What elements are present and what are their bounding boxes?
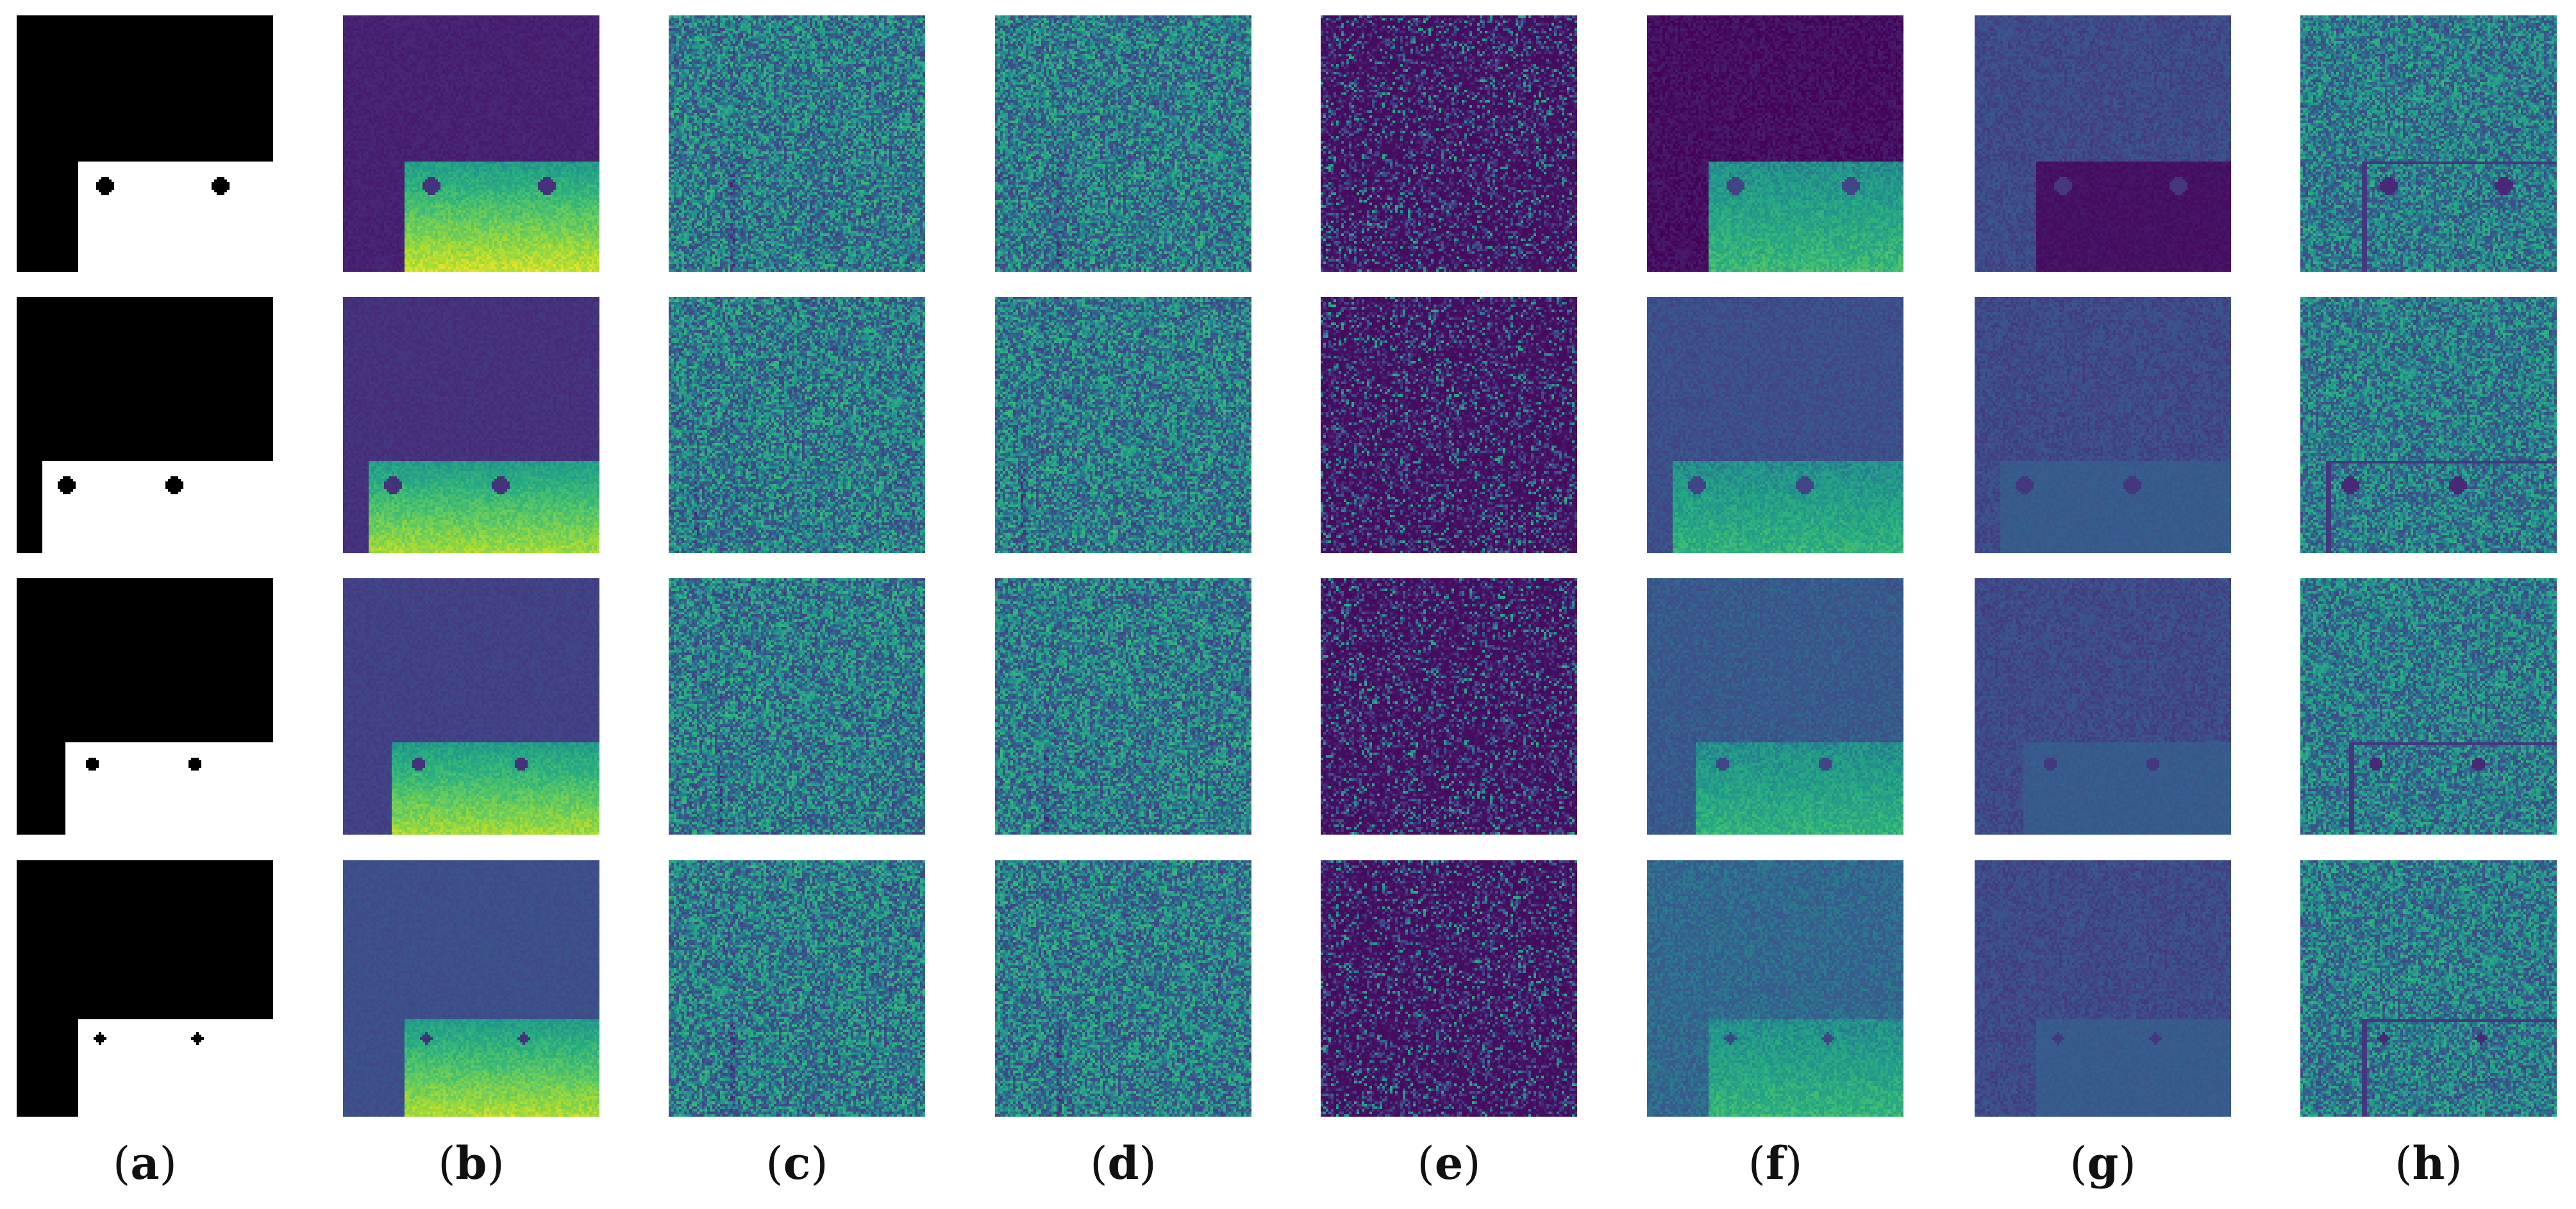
column-label-d: (d) — [1090, 1137, 1157, 1190]
panel-image — [1647, 578, 1903, 835]
panel-image — [995, 297, 1251, 553]
panel-image — [2300, 297, 2557, 553]
panel-image — [669, 15, 925, 272]
panel-image — [343, 297, 599, 553]
panel-c-row-1 — [669, 15, 925, 272]
panel-image — [1647, 860, 1903, 1117]
column-label-h: (h) — [2395, 1137, 2463, 1190]
panel-h-row-3 — [2300, 578, 2557, 835]
panel-image — [1647, 297, 1903, 553]
panel-image — [669, 578, 925, 835]
panel-image — [1321, 578, 1577, 835]
panel-image — [343, 860, 599, 1117]
panel-image — [1975, 860, 2231, 1117]
panel-d-row-3 — [995, 578, 1251, 835]
panel-image — [17, 297, 273, 553]
panel-image — [343, 15, 599, 272]
panel-image — [1321, 297, 1577, 553]
panel-e-row-2 — [1321, 297, 1577, 553]
column-label-c: (c) — [765, 1137, 828, 1190]
column-label-e: (e) — [1417, 1137, 1481, 1190]
panel-b-row-3 — [343, 578, 599, 835]
panel-image — [1321, 15, 1577, 272]
panel-b-row-2 — [343, 297, 599, 553]
panel-c-row-4 — [669, 860, 925, 1117]
panel-g-row-1 — [1975, 15, 2231, 272]
panel-image — [2300, 578, 2557, 835]
panel-image — [17, 15, 273, 272]
panel-a-row-3 — [17, 578, 273, 835]
column-label-f: (f) — [1748, 1137, 1803, 1190]
panel-h-row-4 — [2300, 860, 2557, 1117]
panel-image — [17, 578, 273, 835]
panel-d-row-2 — [995, 297, 1251, 553]
panel-g-row-4 — [1975, 860, 2231, 1117]
panel-g-row-3 — [1975, 578, 2231, 835]
panel-d-row-1 — [995, 15, 1251, 272]
panel-e-row-1 — [1321, 15, 1577, 272]
panel-image — [2300, 15, 2557, 272]
column-label-g: (g) — [2070, 1137, 2136, 1190]
panel-f-row-3 — [1647, 578, 1903, 835]
panel-image — [995, 860, 1251, 1117]
panel-image — [2300, 860, 2557, 1117]
panel-e-row-3 — [1321, 578, 1577, 835]
panel-image — [995, 15, 1251, 272]
panel-a-row-4 — [17, 860, 273, 1117]
panel-image — [1975, 297, 2231, 553]
panel-image — [995, 578, 1251, 835]
panel-image — [1975, 15, 2231, 272]
panel-b-row-4 — [343, 860, 599, 1117]
panel-f-row-2 — [1647, 297, 1903, 553]
panel-c-row-3 — [669, 578, 925, 835]
panel-f-row-1 — [1647, 15, 1903, 272]
panel-h-row-1 — [2300, 15, 2557, 272]
panel-image — [669, 297, 925, 553]
panel-h-row-2 — [2300, 297, 2557, 553]
column-label-a: (a) — [113, 1137, 177, 1190]
panel-a-row-2 — [17, 297, 273, 553]
panel-image — [669, 860, 925, 1117]
panel-c-row-2 — [669, 297, 925, 553]
panel-image — [1321, 860, 1577, 1117]
panel-g-row-2 — [1975, 297, 2231, 553]
panel-image — [1647, 15, 1903, 272]
panel-b-row-1 — [343, 15, 599, 272]
panel-d-row-4 — [995, 860, 1251, 1117]
panel-e-row-4 — [1321, 860, 1577, 1117]
column-label-b: (b) — [438, 1137, 505, 1190]
panel-a-row-1 — [17, 15, 273, 272]
panel-image — [1975, 578, 2231, 835]
panel-f-row-4 — [1647, 860, 1903, 1117]
panel-image — [17, 860, 273, 1117]
panel-image — [343, 578, 599, 835]
